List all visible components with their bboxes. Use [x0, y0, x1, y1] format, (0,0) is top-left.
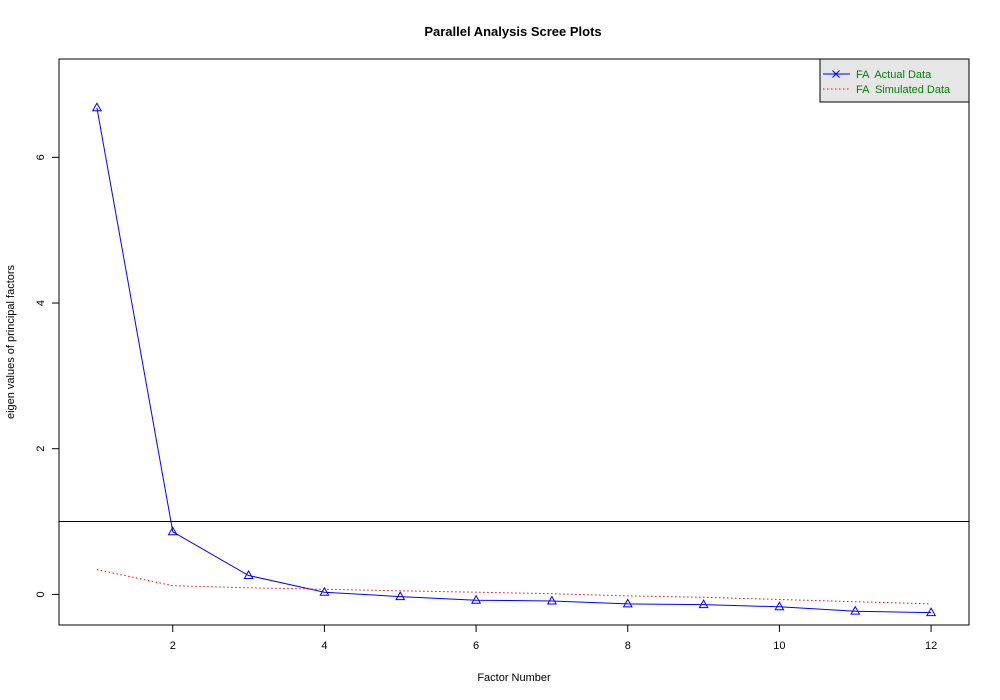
- series-line-2: [96, 569, 932, 605]
- data-point: [622, 598, 633, 608]
- series-layer: [91, 102, 937, 617]
- legend-label-2: FA Simulated Data: [856, 84, 951, 96]
- plot-frame: [58, 58, 970, 626]
- legend-label-1: FA Actual Data: [856, 69, 932, 81]
- y-tick-label: 0: [35, 591, 47, 597]
- data-point: [850, 605, 861, 615]
- x-tick-label: 10: [773, 640, 785, 652]
- y-axis: 0 2 4 6: [35, 154, 60, 597]
- x-axis-label: Factor Number: [477, 672, 551, 684]
- y-tick-label: 2: [35, 446, 47, 452]
- data-point: [167, 526, 178, 536]
- legend: FA Actual Data FA Simulated Data: [819, 58, 970, 103]
- chart-title: Parallel Analysis Scree Plots: [424, 24, 601, 39]
- data-point: [243, 569, 254, 579]
- y-tick-label: 6: [35, 154, 47, 160]
- x-axis: 2 4 6 8 10 12: [170, 624, 937, 652]
- x-tick-label: 2: [170, 640, 176, 652]
- data-point: [926, 607, 937, 617]
- data-point: [698, 599, 709, 609]
- legend-cross-marker: [832, 70, 840, 78]
- x-tick-label: 8: [625, 640, 631, 652]
- y-axis-label: eigen values of principal factors: [5, 264, 17, 419]
- data-point: [395, 591, 406, 601]
- y-tick-label: 4: [35, 300, 47, 306]
- data-point: [91, 102, 102, 112]
- x-tick-label: 12: [925, 640, 937, 652]
- data-point: [546, 595, 557, 605]
- legend-box: [819, 58, 970, 103]
- x-tick-label: 6: [473, 640, 479, 652]
- data-point: [774, 601, 785, 611]
- series-line-1: [96, 107, 932, 614]
- x-tick-label: 4: [321, 640, 327, 652]
- data-point: [471, 594, 482, 604]
- data-point: [319, 586, 330, 596]
